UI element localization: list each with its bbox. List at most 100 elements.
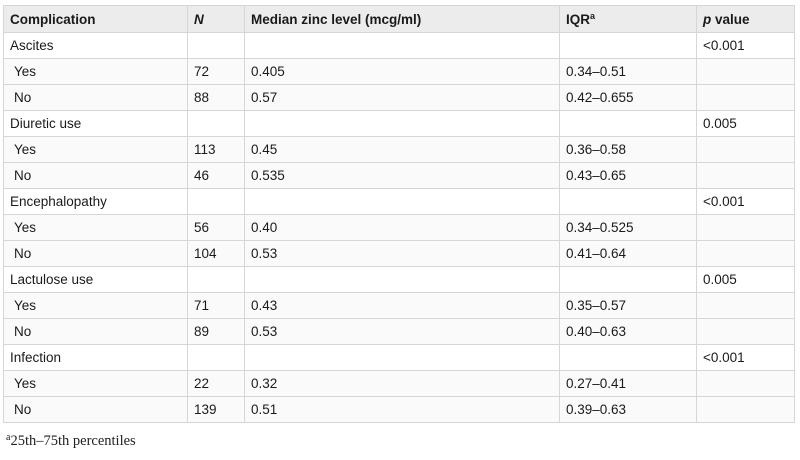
header-median-zinc: Median zinc level (mcg/ml) [244, 5, 560, 33]
iqr-cell: 0.27–0.41 [559, 370, 697, 397]
table-row: No 88 0.57 0.42–0.655 [3, 84, 795, 111]
iqr-cell [559, 32, 697, 59]
table-row: Yes 72 0.405 0.34–0.51 [3, 58, 795, 85]
group-row: Diuretic use 0.005 [3, 110, 795, 137]
n-cell: 113 [187, 136, 245, 163]
median-cell: 0.43 [244, 292, 560, 319]
group-name: Lactulose use [3, 266, 188, 293]
row-label: Yes [3, 214, 188, 241]
iqr-cell: 0.34–0.51 [559, 58, 697, 85]
iqr-cell: 0.34–0.525 [559, 214, 697, 241]
n-cell: 88 [187, 84, 245, 111]
n-cell: 46 [187, 162, 245, 189]
n-cell: 71 [187, 292, 245, 319]
median-cell: 0.45 [244, 136, 560, 163]
median-cell [244, 110, 560, 137]
group-row: Ascites <0.001 [3, 32, 795, 59]
n-cell: 72 [187, 58, 245, 85]
iqr-cell: 0.39–0.63 [559, 396, 697, 423]
median-cell: 0.53 [244, 318, 560, 345]
table-row: No 104 0.53 0.41–0.64 [3, 240, 795, 267]
p-value-cell [696, 396, 795, 423]
header-complication: Complication [3, 5, 188, 33]
group-row: Encephalopathy <0.001 [3, 188, 795, 215]
n-cell: 22 [187, 370, 245, 397]
group-row: Infection <0.001 [3, 344, 795, 371]
header-n: N [187, 5, 245, 33]
iqr-cell: 0.41–0.64 [559, 240, 697, 267]
iqr-cell [559, 188, 697, 215]
n-cell [187, 266, 245, 293]
iqr-cell [559, 344, 697, 371]
n-cell [187, 32, 245, 59]
footnote-marker: a [6, 432, 11, 443]
p-value-cell [696, 58, 795, 85]
group-name: Infection [3, 344, 188, 371]
median-cell: 0.405 [244, 58, 560, 85]
table-row: Yes 113 0.45 0.36–0.58 [3, 136, 795, 163]
table-row: Yes 22 0.32 0.27–0.41 [3, 370, 795, 397]
p-value-cell [696, 292, 795, 319]
p-value-cell [696, 318, 795, 345]
row-label: No [3, 318, 188, 345]
complications-zinc-table: Complication N Median zinc level (mcg/ml… [3, 5, 795, 423]
p-value-cell [696, 240, 795, 267]
median-cell [244, 188, 560, 215]
median-cell: 0.535 [244, 162, 560, 189]
n-cell: 139 [187, 396, 245, 423]
p-value-cell [696, 136, 795, 163]
n-cell: 104 [187, 240, 245, 267]
table-row: No 139 0.51 0.39–0.63 [3, 396, 795, 423]
group-name: Encephalopathy [3, 188, 188, 215]
median-cell: 0.57 [244, 84, 560, 111]
header-p-value: p value [696, 5, 795, 33]
iqr-cell [559, 266, 697, 293]
table-header-row: Complication N Median zinc level (mcg/ml… [3, 5, 795, 33]
n-cell: 89 [187, 318, 245, 345]
p-value-cell: <0.001 [696, 32, 795, 59]
header-iqr: IQRa [559, 5, 697, 33]
median-cell [244, 32, 560, 59]
p-value-cell: <0.001 [696, 344, 795, 371]
row-label: Yes [3, 58, 188, 85]
table-row: Yes 56 0.40 0.34–0.525 [3, 214, 795, 241]
p-value-cell: <0.001 [696, 188, 795, 215]
iqr-cell: 0.43–0.65 [559, 162, 697, 189]
iqr-cell: 0.42–0.655 [559, 84, 697, 111]
row-label: Yes [3, 370, 188, 397]
median-cell [244, 344, 560, 371]
median-cell [244, 266, 560, 293]
group-row: Lactulose use 0.005 [3, 266, 795, 293]
table-footnote: a25th–75th percentiles [6, 432, 136, 450]
median-cell: 0.32 [244, 370, 560, 397]
iqr-cell: 0.35–0.57 [559, 292, 697, 319]
row-label: No [3, 396, 188, 423]
median-cell: 0.53 [244, 240, 560, 267]
group-name: Ascites [3, 32, 188, 59]
p-value-cell: 0.005 [696, 110, 795, 137]
row-label: Yes [3, 136, 188, 163]
p-value-cell [696, 370, 795, 397]
table-row: No 89 0.53 0.40–0.63 [3, 318, 795, 345]
median-cell: 0.40 [244, 214, 560, 241]
n-cell: 56 [187, 214, 245, 241]
table-row: Yes 71 0.43 0.35–0.57 [3, 292, 795, 319]
group-name: Diuretic use [3, 110, 188, 137]
row-label: No [3, 162, 188, 189]
footnote-marker: a [590, 10, 596, 21]
n-cell [187, 188, 245, 215]
median-cell: 0.51 [244, 396, 560, 423]
n-cell [187, 110, 245, 137]
row-label: Yes [3, 292, 188, 319]
n-cell [187, 344, 245, 371]
p-value-cell [696, 84, 795, 111]
iqr-cell: 0.36–0.58 [559, 136, 697, 163]
iqr-cell [559, 110, 697, 137]
p-value-cell [696, 162, 795, 189]
iqr-cell: 0.40–0.63 [559, 318, 697, 345]
table-row: No 46 0.535 0.43–0.65 [3, 162, 795, 189]
row-label: No [3, 240, 188, 267]
p-value-cell: 0.005 [696, 266, 795, 293]
p-value-cell [696, 214, 795, 241]
row-label: No [3, 84, 188, 111]
